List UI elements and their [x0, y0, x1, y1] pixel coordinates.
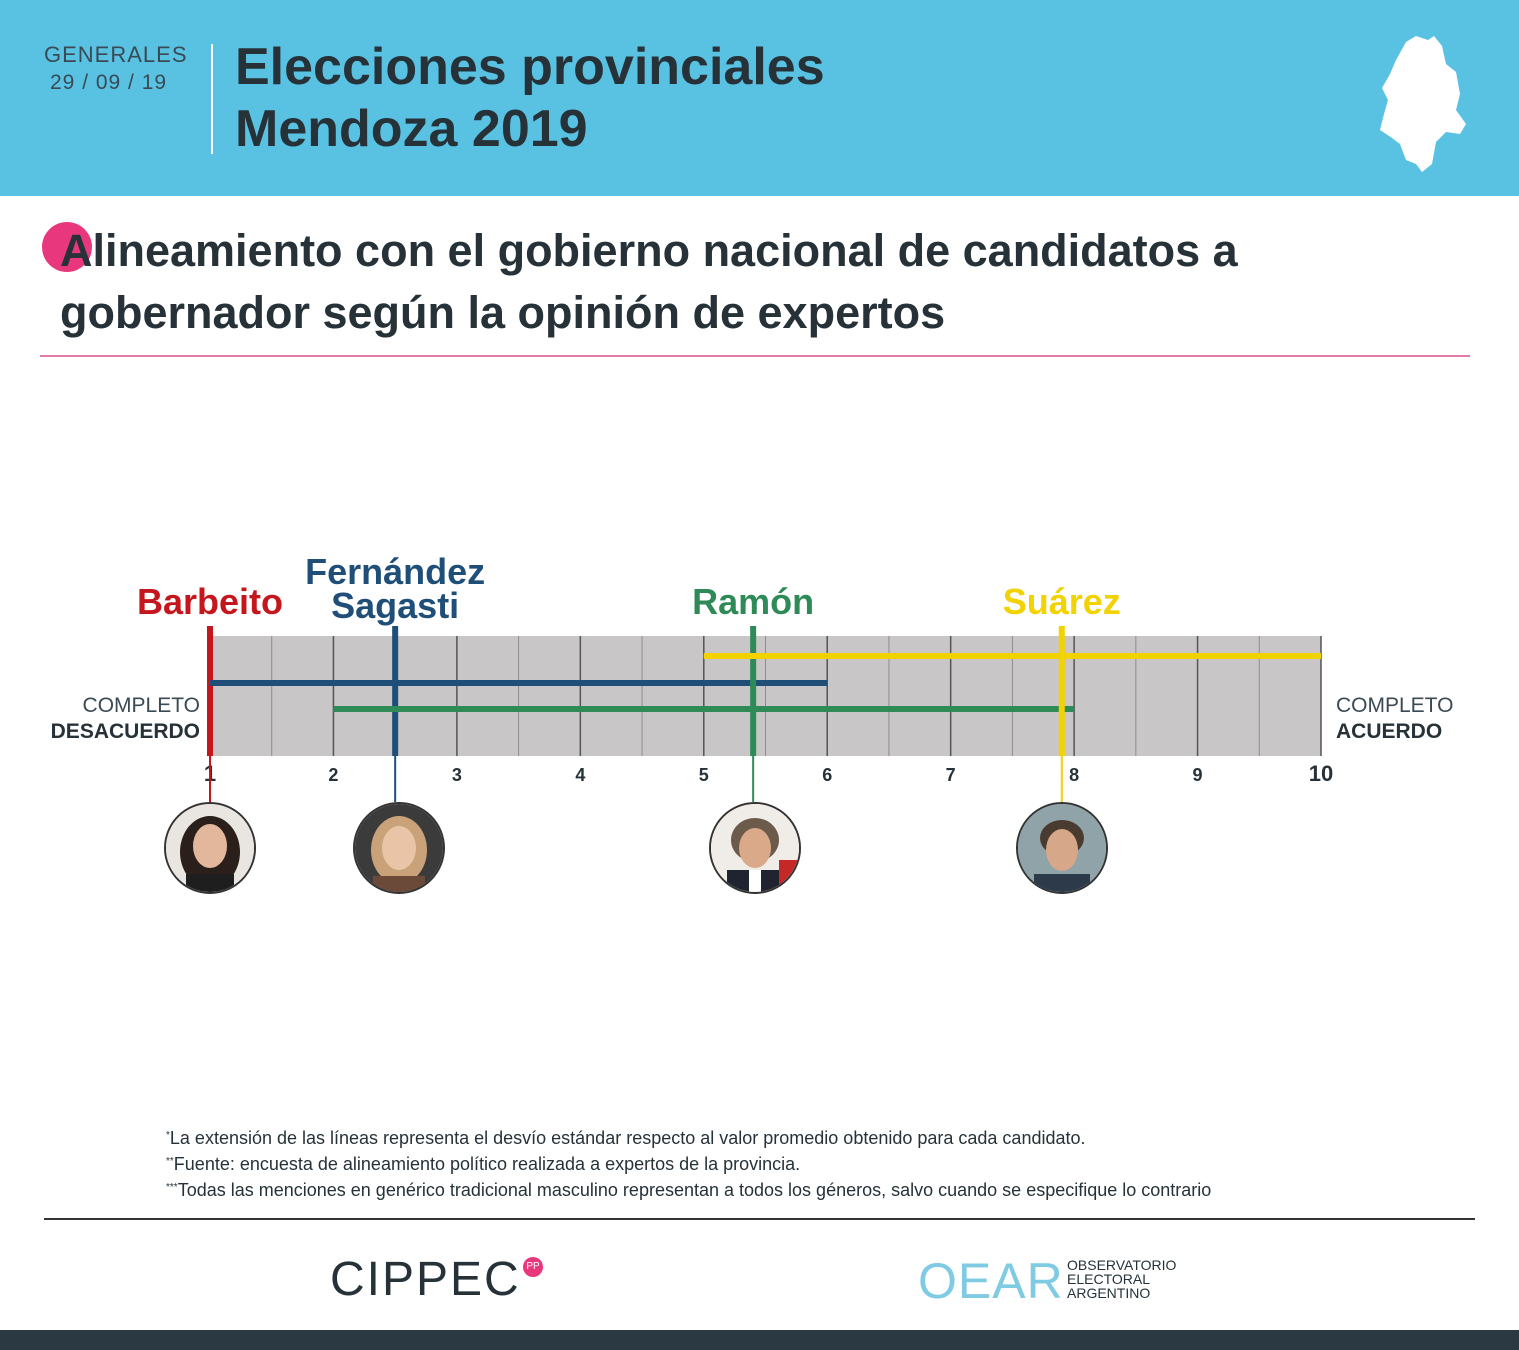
footnotes: *La extensión de las líneas representa e…: [166, 1124, 1211, 1202]
oear-text-line1: OBSERVATORIO: [1067, 1257, 1177, 1273]
chart-subtitle: Alineamiento con el gobierno nacional de…: [60, 220, 1480, 344]
footnote-2-text: Fuente: encuesta de alineamiento polític…: [173, 1154, 801, 1174]
election-type: GENERALES: [44, 42, 188, 67]
oear-logo-text: OBSERVATORIO ELECTORAL ARGENTINO: [1067, 1258, 1176, 1300]
page-title-line1: Elecciones provinciales: [235, 38, 825, 96]
chart-subtitle-line1: Alineamiento con el gobierno nacional de…: [60, 225, 1238, 276]
election-date: 29 / 09 / 19: [50, 71, 168, 94]
candidate-label-fernandez: Fernández: [305, 551, 485, 592]
avatar-suarez: [1016, 802, 1108, 894]
footnote-3-text: Todas las menciones en genérico tradicio…: [177, 1180, 1212, 1200]
header-banner: GENERALES 29 / 09 / 19 Elecciones provin…: [0, 0, 1519, 196]
tick-label: 8: [1069, 765, 1079, 785]
axis-left-label-line2: DESACUERDO: [50, 720, 200, 743]
tick-label: 10: [1309, 761, 1333, 786]
tick-label: 9: [1193, 765, 1203, 785]
avatar-fernandez-sagasti: [353, 802, 445, 894]
alignment-chart: 12345678910BarbeitoFernándezSagastiRamón…: [137, 551, 1333, 802]
subtitle-rule: [40, 355, 1470, 357]
candidate-label-ramon: Ramón: [692, 581, 814, 622]
tick-label: 3: [452, 765, 462, 785]
oear-logo: OEAR: [918, 1253, 1064, 1309]
axis-right-label-line1: COMPLETO: [1336, 694, 1454, 717]
footnote-1: *La extensión de las líneas representa e…: [166, 1124, 1211, 1150]
avatar-ramon: [709, 802, 801, 894]
page-title: Elecciones provinciales Mendoza 2019: [235, 36, 825, 160]
candidate-label-fernandez: Sagasti: [331, 585, 459, 626]
footnote-2-mark: **: [166, 1156, 174, 1167]
candidate-label-barbeito: Barbeito: [137, 581, 283, 622]
axis-left-label: COMPLETO DESACUERDO: [20, 693, 200, 745]
footer-rule: [44, 1218, 1475, 1220]
oear-text-line2: ELECTORAL: [1067, 1271, 1150, 1287]
footnote-1-text: La extensión de las líneas representa el…: [169, 1128, 1086, 1148]
oear-text-line3: ARGENTINO: [1067, 1285, 1151, 1301]
axis-left-label-line1: COMPLETO: [82, 694, 200, 717]
footnote-3-mark: ***: [166, 1182, 178, 1193]
cippec-logo: CIPPEC: [330, 1253, 521, 1306]
subtitle-dot: [42, 222, 92, 272]
candidate-label-suarez: Suárez: [1003, 581, 1121, 622]
bottom-bar: [0, 1330, 1519, 1350]
axis-right-label: COMPLETO ACUERDO: [1336, 693, 1516, 745]
avatar-barbeito: [164, 802, 256, 894]
page-title-line2: Mendoza 2019: [235, 100, 588, 158]
tick-label: 2: [328, 765, 338, 785]
cippec-badge: PP: [523, 1257, 543, 1277]
footnote-2: **Fuente: encuesta de alineamiento polít…: [166, 1150, 1211, 1176]
footnote-1-mark: *: [166, 1130, 170, 1141]
tick-label: 5: [699, 765, 709, 785]
chart-subtitle-line2: gobernador según la opinión de expertos: [60, 287, 946, 338]
mendoza-map-icon: [1380, 36, 1466, 172]
header-divider: [211, 44, 213, 154]
tick-label: 7: [946, 765, 956, 785]
tick-label: 6: [822, 765, 832, 785]
axis-right-label-line2: ACUERDO: [1336, 720, 1443, 743]
footnote-3: ***Todas las menciones en genérico tradi…: [166, 1176, 1211, 1202]
tick-label: 4: [575, 765, 585, 785]
